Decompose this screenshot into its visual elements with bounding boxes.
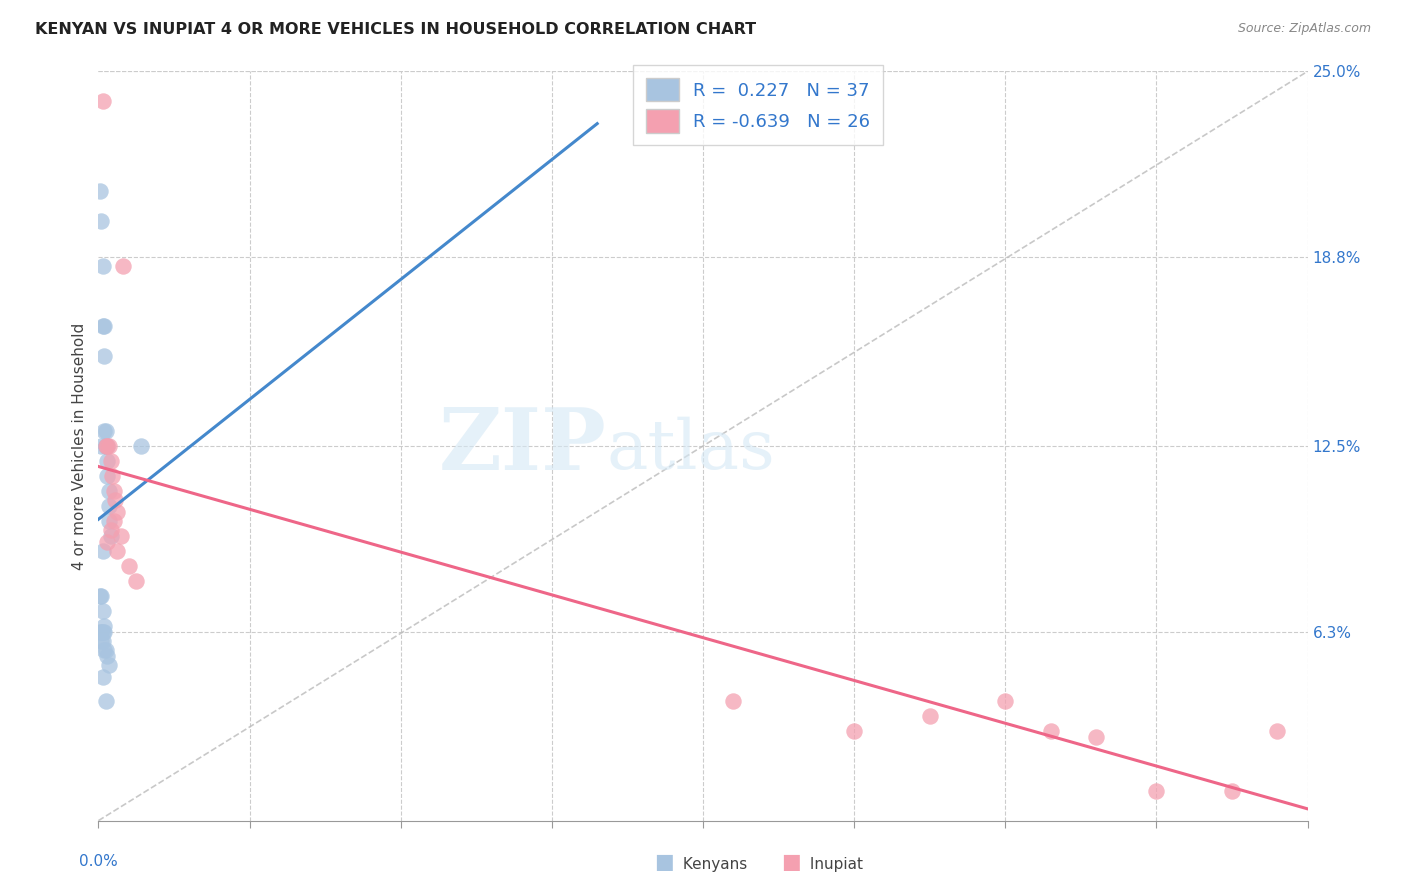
Point xyxy=(96,454,118,468)
Point xyxy=(105,544,128,558)
Point xyxy=(90,624,112,639)
Point xyxy=(91,624,114,639)
Point xyxy=(94,439,117,453)
Point xyxy=(93,642,115,657)
Point xyxy=(129,439,152,453)
Point xyxy=(98,483,121,498)
Point xyxy=(918,708,941,723)
Point xyxy=(100,529,122,543)
Point xyxy=(93,319,115,334)
Point xyxy=(90,589,112,603)
Text: Source: ZipAtlas.com: Source: ZipAtlas.com xyxy=(1237,22,1371,36)
Point xyxy=(104,492,127,507)
Point xyxy=(1039,723,1062,738)
Point xyxy=(90,214,112,228)
Point xyxy=(1267,723,1289,738)
Legend: R =  0.227   N = 37, R = -0.639   N = 26: R = 0.227 N = 37, R = -0.639 N = 26 xyxy=(634,65,883,145)
Point xyxy=(101,469,124,483)
Point xyxy=(844,723,866,738)
Point xyxy=(1144,783,1167,797)
Point xyxy=(91,544,114,558)
Point xyxy=(91,95,114,109)
Point xyxy=(994,694,1017,708)
Point xyxy=(94,694,117,708)
Point xyxy=(118,558,141,573)
Point xyxy=(100,523,122,537)
Point xyxy=(96,439,118,453)
Point xyxy=(94,439,117,453)
Point xyxy=(91,259,114,273)
Point xyxy=(98,514,121,528)
Point xyxy=(103,514,125,528)
Point xyxy=(96,439,118,453)
Point xyxy=(723,694,745,708)
Point xyxy=(125,574,148,588)
Point xyxy=(111,259,134,273)
Point xyxy=(94,642,117,657)
Point xyxy=(1220,783,1243,797)
Point xyxy=(93,349,115,363)
Point xyxy=(91,604,114,618)
Point xyxy=(89,589,111,603)
Point xyxy=(91,670,114,684)
Text: ■: ■ xyxy=(654,853,675,872)
Point xyxy=(94,439,117,453)
Text: atlas: atlas xyxy=(606,417,775,483)
Point xyxy=(91,633,114,648)
Point xyxy=(90,633,112,648)
Point xyxy=(110,529,132,543)
Text: ■: ■ xyxy=(780,853,801,872)
Point xyxy=(103,483,125,498)
Point xyxy=(90,439,112,453)
Point xyxy=(96,648,118,663)
Point xyxy=(98,499,121,513)
Point xyxy=(1085,730,1108,744)
Text: Kenyans: Kenyans xyxy=(678,857,748,872)
Point xyxy=(93,624,115,639)
Point xyxy=(89,624,111,639)
Point xyxy=(96,535,118,549)
Text: ZIP: ZIP xyxy=(439,404,606,488)
Text: KENYAN VS INUPIAT 4 OR MORE VEHICLES IN HOUSEHOLD CORRELATION CHART: KENYAN VS INUPIAT 4 OR MORE VEHICLES IN … xyxy=(35,22,756,37)
Point xyxy=(94,439,117,453)
Point xyxy=(94,424,117,438)
Point xyxy=(93,619,115,633)
Point xyxy=(98,439,121,453)
Point xyxy=(96,469,118,483)
Point xyxy=(98,657,121,672)
Text: 0.0%: 0.0% xyxy=(79,855,118,870)
Y-axis label: 4 or more Vehicles in Household: 4 or more Vehicles in Household xyxy=(72,322,87,570)
Point xyxy=(105,505,128,519)
Point xyxy=(100,454,122,468)
Point xyxy=(89,184,111,198)
Point xyxy=(91,319,114,334)
Point xyxy=(93,424,115,438)
Text: Inupiat: Inupiat xyxy=(806,857,863,872)
